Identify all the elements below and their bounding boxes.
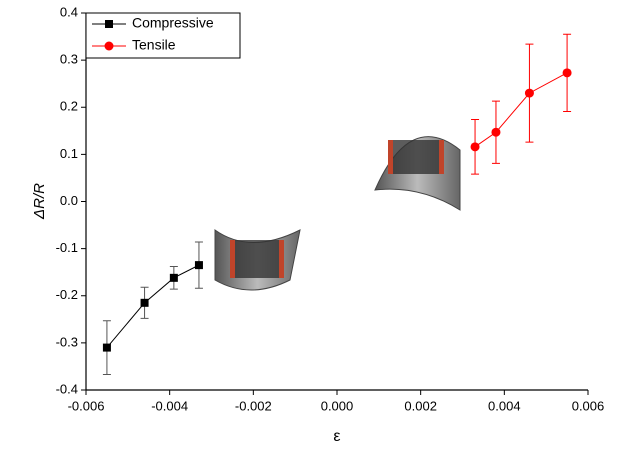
y-tick-label: -0.2 [56, 287, 78, 302]
tensile-illustration [374, 136, 461, 211]
legend-marker [105, 20, 113, 28]
data-point [562, 68, 572, 78]
y-axis-title: ΔR/R [31, 183, 48, 220]
y-tick-label: 0.2 [60, 99, 78, 114]
legend-label: Tensile [132, 37, 176, 53]
data-point [194, 261, 203, 270]
legend-label: Compressive [132, 15, 214, 31]
data-point [491, 127, 501, 137]
y-tick-label: -0.4 [56, 381, 78, 396]
y-tick-label: -0.3 [56, 334, 78, 349]
x-tick-label: -0.006 [68, 398, 105, 413]
compressive-illustration [214, 229, 301, 291]
x-tick-label: 0.000 [321, 398, 354, 413]
data-point [470, 142, 480, 152]
data-point [524, 88, 534, 98]
x-tick-label: 0.004 [488, 398, 521, 413]
x-tick-label: 0.002 [404, 398, 437, 413]
y-tick-label: 0.3 [60, 52, 78, 67]
y-tick-label: 0.0 [60, 193, 78, 208]
data-point [140, 298, 149, 307]
series-line [474, 72, 568, 148]
x-axis-title: ε [333, 428, 340, 445]
series-line [106, 264, 200, 348]
x-tick-label: -0.004 [151, 398, 188, 413]
x-tick-label: -0.002 [235, 398, 272, 413]
data-point [102, 343, 111, 352]
data-point [169, 273, 178, 282]
legend-marker [104, 41, 114, 51]
x-tick-label: 0.006 [572, 398, 605, 413]
y-tick-label: 0.4 [60, 4, 78, 19]
y-tick-label: 0.1 [60, 146, 78, 161]
y-tick-label: -0.1 [56, 240, 78, 255]
